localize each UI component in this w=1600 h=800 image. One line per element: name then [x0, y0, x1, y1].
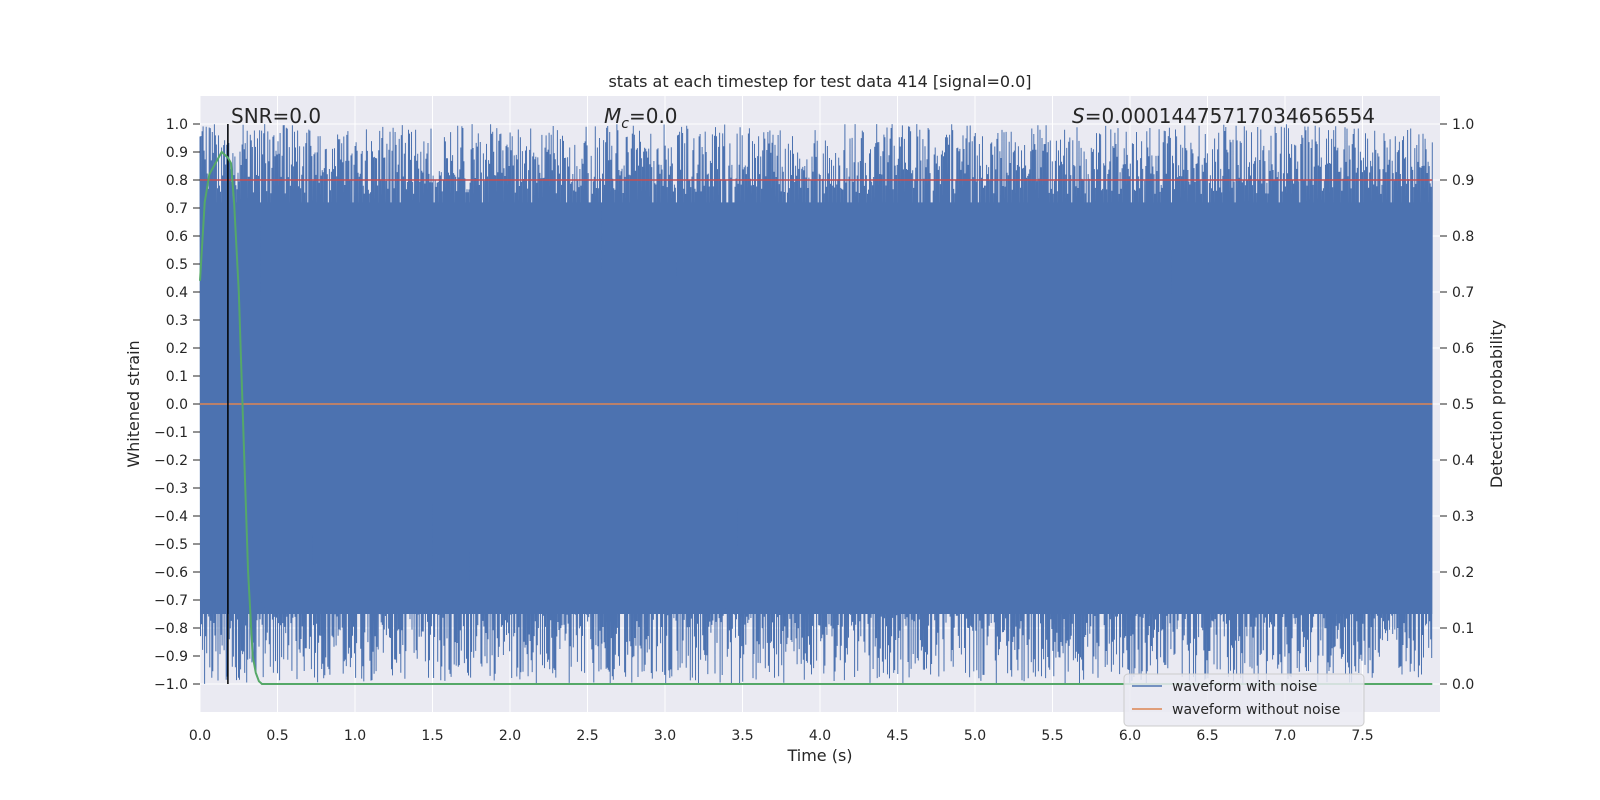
x-tick-label: 4.5: [886, 728, 908, 744]
legend: waveform with noise waveform without noi…: [1123, 673, 1365, 727]
chirp-mass-symbol: M: [604, 104, 621, 128]
y-axis-label-left: Whitened strain: [124, 340, 143, 467]
s-annotation: S=0.00014475717034656554: [1072, 104, 1375, 128]
x-tick-label: 7.0: [1274, 728, 1296, 744]
y-right-tick-label: 1.0: [1452, 117, 1474, 133]
y-left-tick-label: 0.6: [166, 229, 188, 245]
y-right-tick-label: 0.7: [1452, 285, 1474, 301]
y-left-tick-label: 1.0: [166, 117, 188, 133]
y-right-tick-label: 0.4: [1452, 453, 1474, 469]
y-left-tick-label: −0.4: [154, 509, 188, 525]
y-right-tick-label: 0.2: [1452, 565, 1474, 581]
x-tick-label: 0.0: [189, 728, 211, 744]
legend-box: [1123, 673, 1365, 727]
x-tick-label: 6.0: [1119, 728, 1141, 744]
x-tick-label: 4.0: [809, 728, 831, 744]
y-left-tick-label: 0.5: [166, 257, 188, 273]
tick-labels: 0.0 0.5 1.0 1.5 2.0 2.5 3.0 3.5 4.0 4.5 5.0 5.5 6.0 6…: [154, 117, 1474, 744]
x-tick-label: 5.0: [964, 728, 986, 744]
y-left-tick-label: −0.3: [154, 481, 188, 497]
y-left-tick-label: 0.1: [166, 369, 188, 385]
y-left-tick-label: 0.9: [166, 145, 188, 161]
y-left-tick-label: −0.1: [154, 425, 188, 441]
y-right-tick-label: 0.1: [1452, 621, 1474, 637]
y-right-tick-label: 0.0: [1452, 677, 1474, 693]
y-left-tick-label: 0.8: [166, 173, 188, 189]
x-tick-label: 2.0: [499, 728, 521, 744]
y-left-tick-label: 0.3: [166, 313, 188, 329]
y-left-tick-label: −0.8: [154, 621, 188, 637]
x-tick-label: 1.0: [344, 728, 366, 744]
overlay-lines: [199, 124, 1433, 685]
legend-label-clean: waveform without noise: [1172, 702, 1340, 718]
y-right-tick-label: 0.6: [1452, 341, 1474, 357]
chirp-mass-annotation: Mc=0.0: [604, 104, 678, 132]
y-left-tick-label: 0.7: [166, 201, 188, 217]
y-left-tick-label: 0.0: [166, 397, 188, 413]
noisy-waveform-line: [199, 124, 1433, 684]
y-left-tick-label: −0.7: [154, 593, 188, 609]
y-right-tick-label: 0.8: [1452, 229, 1474, 245]
y-left-tick-label: −1.0: [154, 677, 188, 693]
s-value: =0.00014475717034656554: [1085, 104, 1375, 128]
x-axis-label: Time (s): [786, 746, 852, 765]
y-axis-label-right: Detection probability: [1487, 320, 1506, 488]
snr-annotation: SNR=0.0: [231, 104, 321, 128]
x-tick-label: 7.5: [1351, 728, 1373, 744]
x-tick-label: 5.5: [1041, 728, 1063, 744]
x-tick-label: 0.5: [266, 728, 288, 744]
detection-probability-line: [199, 150, 1433, 685]
y-left-tick-label: 0.2: [166, 341, 188, 357]
chirp-mass-subscript: c: [621, 116, 629, 132]
x-tick-label: 6.5: [1196, 728, 1218, 744]
x-tick-label: 1.5: [421, 728, 443, 744]
y-right-tick-label: 0.3: [1452, 509, 1474, 525]
noisy-waveform-series: [199, 124, 1433, 684]
x-tick-label: 3.0: [654, 728, 676, 744]
y-left-tick-label: −0.6: [154, 565, 188, 581]
y-right-tick-label: 0.9: [1452, 173, 1474, 189]
x-tick-label: 2.5: [576, 728, 598, 744]
chirp-mass-value: =0.0: [629, 104, 678, 128]
y-left-tick-label: −0.2: [154, 453, 188, 469]
s-symbol: S: [1072, 104, 1085, 128]
legend-label-noisy: waveform with noise: [1172, 679, 1317, 695]
x-tick-label: 3.5: [731, 728, 753, 744]
y-right-tick-label: 0.5: [1452, 397, 1474, 413]
y-left-tick-label: −0.9: [154, 649, 188, 665]
y-left-tick-label: −0.5: [154, 537, 188, 553]
chart-title: stats at each timestep for test data 414…: [608, 72, 1031, 91]
y-left-tick-label: 0.4: [166, 285, 188, 301]
